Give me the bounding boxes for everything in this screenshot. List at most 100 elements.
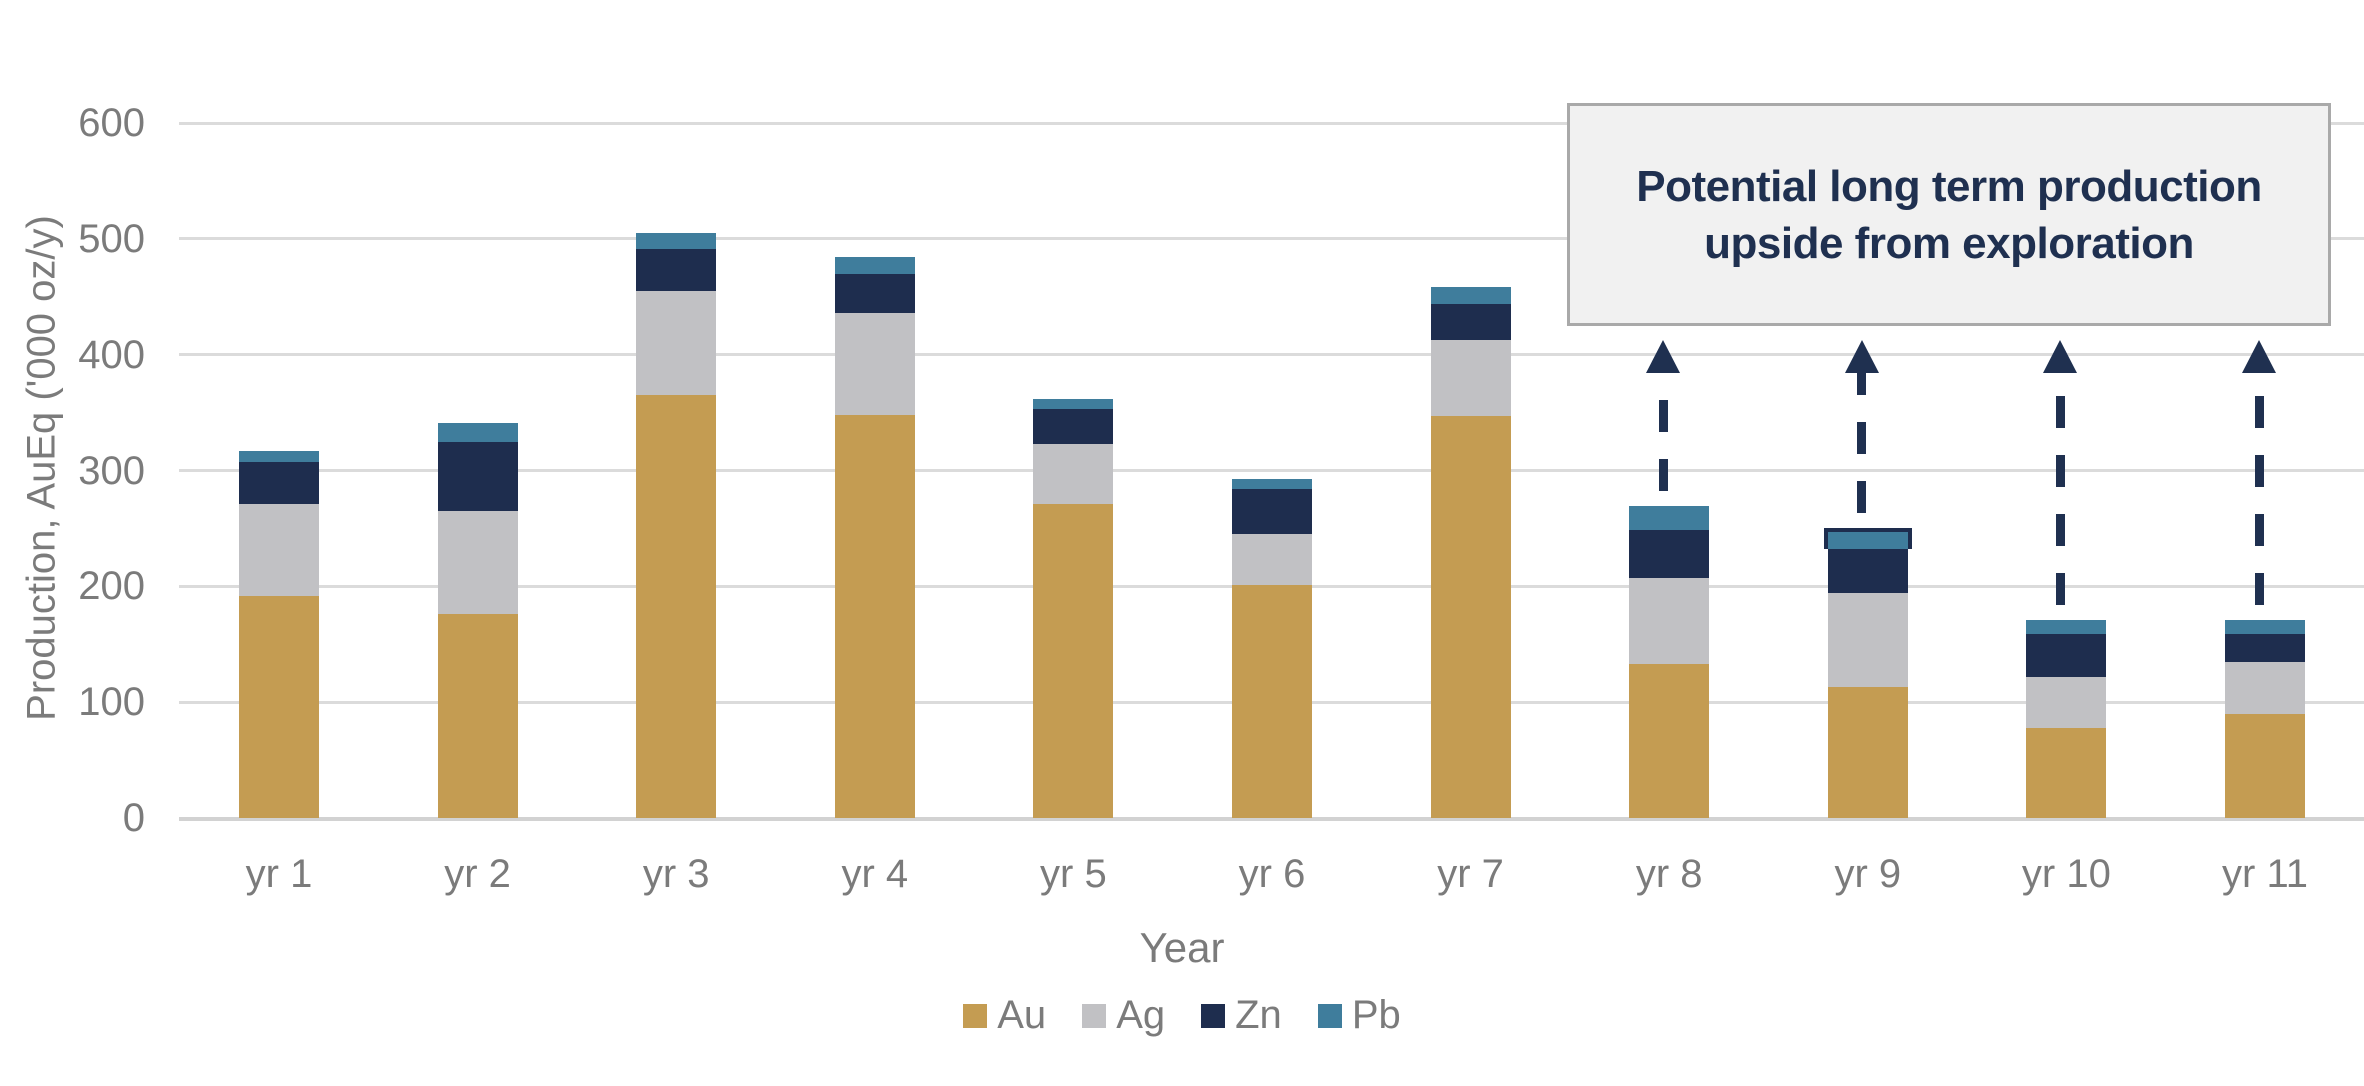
bar-yr-9: [1823, 528, 1912, 818]
segment-ag-yr-10: [2026, 676, 2107, 728]
bar-yr-2: [437, 423, 518, 818]
upside-arrow-head-yr-9: [1844, 340, 1879, 373]
x-tick-label-yr-1: yr 1: [245, 852, 313, 896]
segment-au-yr-1: [239, 595, 319, 818]
x-axis-title: Year: [1139, 924, 1225, 971]
x-tick-label-yr-5: yr 5: [1040, 852, 1107, 896]
x-tick-label-yr-6: yr 6: [1238, 852, 1306, 896]
x-tick-label-yr-3: yr 3: [642, 852, 710, 896]
bar-yr-11: [2225, 619, 2305, 818]
legend-item-zn: Zn: [1201, 993, 1282, 1038]
y-tick-label-100: 100: [78, 680, 145, 725]
y-axis-title: Production, AuEq ('000 oz/y): [19, 215, 64, 721]
x-tick-label-yr-2: yr 2: [444, 852, 511, 896]
segment-au-yr-2: [437, 614, 518, 818]
segment-au-yr-10: [2026, 727, 2107, 818]
y-tick-label-300: 300: [78, 448, 145, 493]
segment-au-yr-5: [1033, 504, 1114, 818]
segment-zn-yr-10: [2026, 633, 2107, 677]
segment-zn-yr-5: [1033, 409, 1114, 444]
segment-pb-yr-9: [1823, 528, 1912, 550]
segment-au-yr-11: [2225, 713, 2305, 818]
segment-pb-yr-4: [834, 257, 915, 274]
annotation-line-1: Potential long term production: [1636, 161, 2262, 211]
segment-pb-yr-8: [1629, 506, 1710, 530]
segment-ag-yr-1: [239, 504, 319, 596]
legend-swatch-au: [963, 1003, 988, 1028]
bar-yr-1: [239, 450, 319, 818]
bar-yr-8: [1629, 506, 1710, 818]
segment-pb-yr-3: [636, 233, 717, 250]
upside-arrow-shaft-yr-11: [2254, 373, 2264, 605]
annotation-callout: Potential long term production upside fr…: [1567, 103, 2331, 326]
upside-arrow-head-yr-10: [2043, 340, 2078, 373]
segment-ag-yr-4: [834, 312, 915, 415]
legend-swatch-ag: [1082, 1003, 1107, 1028]
bar-yr-5: [1033, 398, 1114, 818]
segment-pb-yr-2: [437, 423, 518, 442]
upside-arrow-shaft-yr-9: [1857, 373, 1867, 514]
y-tick-label-600: 600: [78, 101, 145, 145]
segment-au-yr-3: [636, 395, 717, 818]
legend-item-au: Au: [963, 993, 1046, 1038]
segment-zn-yr-4: [834, 273, 915, 313]
segment-ag-yr-8: [1629, 578, 1710, 664]
legend-label-au: Au: [997, 993, 1047, 1037]
legend-label-zn: Zn: [1235, 993, 1282, 1037]
x-tick-label-yr-7: yr 7: [1437, 852, 1504, 896]
segment-pb-yr-6: [1232, 478, 1312, 490]
y-tick-label-0: 0: [122, 796, 145, 840]
upside-arrow-shaft-yr-10: [2055, 373, 2065, 605]
legend-label-ag: Ag: [1116, 993, 1166, 1037]
segment-ag-yr-7: [1430, 339, 1511, 417]
x-tick-label-yr-9: yr 9: [1834, 852, 1902, 896]
legend-label-pb: Pb: [1351, 993, 1401, 1037]
legend-item-ag: Ag: [1082, 993, 1165, 1038]
segment-pb-yr-7: [1430, 287, 1511, 304]
legend: Au Ag Zn Pb: [0, 993, 2364, 1038]
segment-au-yr-6: [1232, 585, 1312, 818]
segment-zn-yr-6: [1232, 489, 1312, 535]
gridline-300: [179, 469, 2364, 472]
segment-ag-yr-5: [1033, 443, 1114, 505]
segment-ag-yr-2: [437, 511, 518, 615]
segment-au-yr-8: [1629, 663, 1710, 818]
segment-ag-yr-9: [1827, 593, 1908, 688]
legend-item-pb: Pb: [1317, 993, 1401, 1038]
segment-zn-yr-8: [1629, 529, 1710, 579]
gridline-0: [179, 816, 2364, 821]
bar-yr-6: [1232, 478, 1312, 818]
bar-yr-3: [636, 233, 717, 818]
segment-pb-yr-10: [2026, 619, 2107, 634]
segment-zn-yr-11: [2225, 633, 2305, 662]
x-tick-label-yr-10: yr 10: [2021, 852, 2111, 896]
segment-zn-yr-3: [636, 249, 717, 291]
segment-zn-yr-1: [239, 462, 319, 505]
segment-ag-yr-6: [1232, 534, 1312, 586]
gridline-400: [179, 353, 2364, 357]
upside-arrow-shaft-yr-8: [1658, 373, 1668, 492]
y-tick-label-500: 500: [78, 216, 145, 261]
segment-pb-yr-11: [2225, 619, 2305, 634]
segment-zn-yr-2: [437, 441, 518, 512]
legend-swatch-zn: [1201, 1003, 1226, 1028]
upside-arrow-head-yr-8: [1646, 340, 1681, 373]
y-tick-label-200: 200: [78, 564, 145, 609]
bar-yr-7: [1430, 287, 1511, 818]
segment-ag-yr-3: [636, 290, 717, 396]
legend-swatch-pb: [1317, 1003, 1342, 1028]
segment-au-yr-9: [1827, 687, 1908, 818]
bar-yr-10: [2026, 619, 2107, 818]
x-tick-label-yr-8: yr 8: [1635, 852, 1703, 896]
bar-yr-4: [834, 257, 915, 818]
gridline-600: [179, 121, 2364, 125]
segment-au-yr-7: [1430, 416, 1511, 818]
segment-pb-yr-5: [1033, 398, 1114, 410]
gridline-500: [179, 237, 2364, 241]
annotation-line-2: upside from exploration: [1704, 218, 2194, 268]
segment-au-yr-4: [834, 414, 915, 818]
upside-arrow-head-yr-11: [2242, 340, 2276, 373]
segment-zn-yr-7: [1430, 303, 1511, 340]
y-tick-label-400: 400: [78, 332, 145, 377]
segment-ag-yr-11: [2225, 661, 2305, 714]
